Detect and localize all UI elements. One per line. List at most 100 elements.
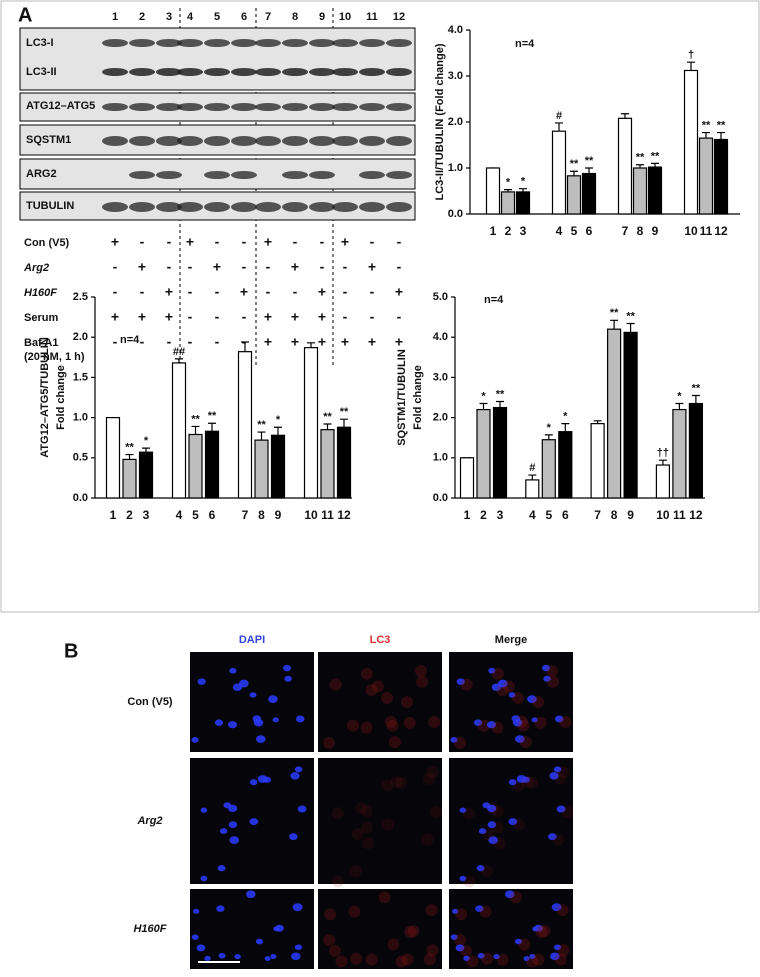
- nucleus: [214, 719, 224, 726]
- bar: [500, 191, 516, 215]
- band: [102, 202, 128, 212]
- error-bar: [208, 422, 216, 432]
- condition-sign: +: [291, 309, 299, 325]
- significance-label: **: [208, 410, 217, 422]
- condition-sign: -: [293, 234, 298, 250]
- lane-number: 2: [139, 11, 145, 23]
- y-tick-label: 3.0: [433, 371, 448, 383]
- lc3-signal: [531, 696, 544, 709]
- band: [204, 68, 230, 76]
- annotation: n=4: [484, 294, 504, 306]
- bar: [515, 191, 531, 215]
- western-blot: 1 2 3 4 5 6 7 8 9 10 11 12LC3-ILC3-IIATG12–ATG5SQST…: [19, 8, 416, 365]
- lc3-signal: [517, 719, 530, 732]
- condition-sign: -: [343, 259, 348, 275]
- error-bar: [307, 342, 315, 348]
- nucleus: [516, 775, 527, 783]
- bar: [632, 167, 648, 215]
- lc3-signal: [362, 837, 375, 850]
- lc3-signal: [365, 953, 378, 966]
- band: [359, 202, 385, 212]
- significance-label: **: [717, 119, 726, 131]
- nucleus: [204, 955, 211, 961]
- blot-row-label: SQSTM1: [26, 134, 71, 146]
- condition-sign: -: [140, 284, 145, 300]
- bar: [581, 172, 597, 215]
- nucleus: [554, 715, 564, 723]
- band: [231, 171, 257, 179]
- nucleus: [477, 952, 485, 959]
- condition-sign: -: [397, 259, 402, 275]
- y-axis-label: ATG12–ATG5/TUBULIN: [39, 337, 51, 458]
- y-tick-label: 4.0: [448, 24, 463, 36]
- lc3-signal: [482, 828, 495, 841]
- nucleus: [493, 954, 500, 960]
- bar: [551, 130, 567, 215]
- nucleus: [476, 865, 485, 872]
- condition-sign: +: [368, 334, 376, 350]
- x-tick-label: 6: [562, 508, 569, 522]
- lc3-signal: [426, 944, 439, 957]
- nucleus: [290, 772, 300, 780]
- column-header: Merge: [495, 634, 527, 646]
- row-label: Con (V5): [127, 696, 173, 708]
- nucleus: [272, 717, 279, 723]
- lc3-signal: [360, 805, 373, 818]
- band: [282, 68, 308, 76]
- error-bar: [658, 459, 667, 466]
- nucleus: [529, 954, 536, 959]
- x-tick-label: 3: [520, 224, 527, 238]
- lc3-signal: [557, 766, 570, 779]
- significance-label: **: [585, 155, 594, 167]
- column-header: DAPI: [239, 634, 265, 646]
- band: [231, 103, 257, 111]
- row-label: H160F: [133, 923, 166, 935]
- lc3-signal: [521, 775, 534, 788]
- condition-sign: +: [291, 259, 299, 275]
- error-bar: [340, 418, 348, 428]
- lc3-signal: [425, 904, 438, 917]
- lc3-signal: [395, 955, 408, 968]
- band: [177, 202, 203, 212]
- nucleus: [200, 807, 208, 813]
- lc3-signal: [502, 680, 515, 693]
- nucleus: [256, 735, 266, 743]
- significance-label: #: [529, 462, 535, 474]
- nucleus: [297, 805, 307, 813]
- error-bar: [687, 61, 695, 71]
- nucleus: [515, 735, 525, 743]
- condition-sign: +: [138, 309, 146, 325]
- error-bar: [585, 167, 593, 174]
- lc3-signal: [331, 807, 344, 820]
- lane-number: 4: [187, 11, 194, 23]
- lc3-signal: [349, 865, 362, 878]
- lc3-signal: [360, 667, 373, 680]
- lc3-signal: [400, 696, 413, 709]
- lc3-signal: [404, 925, 417, 938]
- x-tick-label: 12: [689, 508, 703, 522]
- condition-sign: -: [293, 284, 298, 300]
- lc3-signal: [324, 908, 337, 921]
- condition-sign: -: [343, 309, 348, 325]
- band: [359, 39, 385, 47]
- error-bar: [570, 170, 578, 176]
- x-tick-label: 11: [321, 508, 334, 522]
- nucleus: [264, 956, 271, 961]
- lc3-signal: [331, 875, 344, 888]
- condition-sign: +: [165, 284, 173, 300]
- lc3-signal: [491, 667, 504, 680]
- band: [332, 136, 358, 146]
- nucleus: [218, 952, 226, 959]
- nucleus: [193, 908, 200, 914]
- nucleus: [508, 818, 518, 826]
- micrograph: [318, 758, 442, 884]
- micrograph: [449, 652, 573, 752]
- nucleus: [452, 908, 459, 914]
- significance-label: **: [651, 150, 660, 162]
- band: [282, 136, 308, 146]
- nucleus: [238, 679, 249, 688]
- lane-number: 3: [166, 11, 172, 23]
- condition-sign: -: [188, 284, 193, 300]
